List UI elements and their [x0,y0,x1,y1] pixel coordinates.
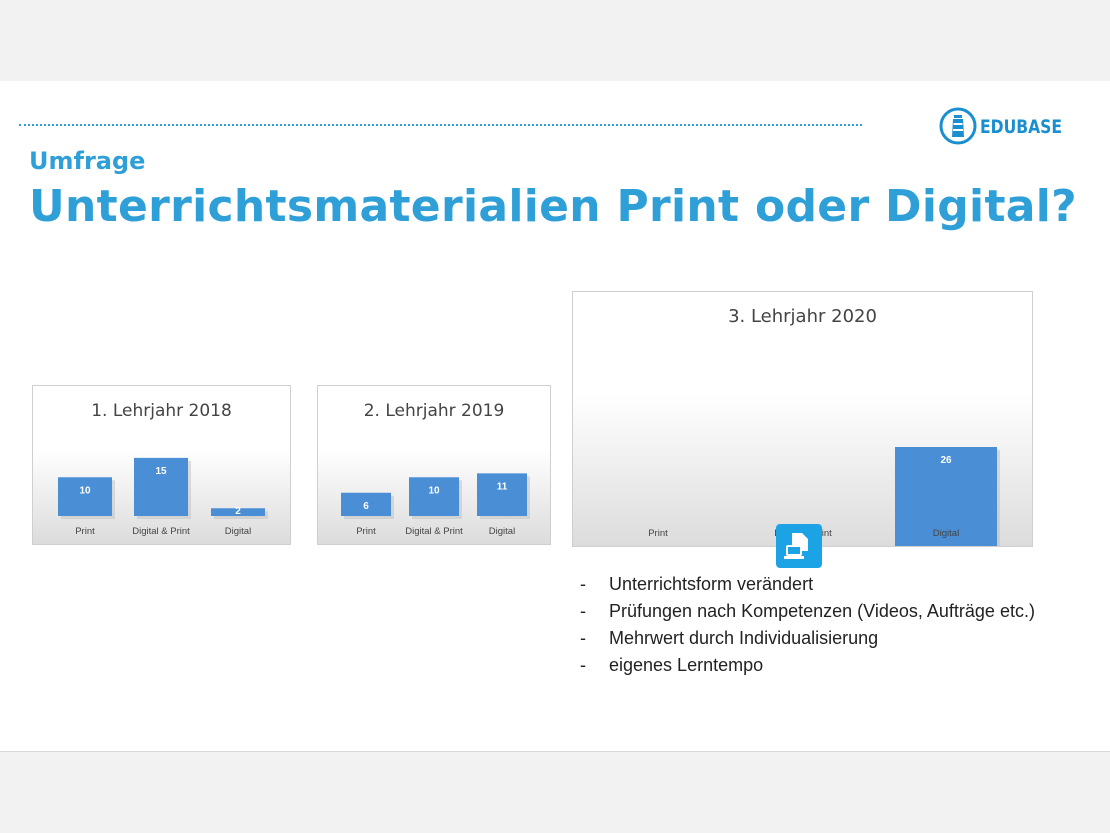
bar [409,477,459,516]
data-label: 26 [940,455,952,466]
chart-2020-svg: 3. Lehrjahr 20200Print1Digital & Print26… [648,306,1000,546]
chart-title: 3. Lehrjahr 2020 [728,306,877,327]
bullet-item: - eigenes Lerntempo [580,655,764,675]
bullet-text: eigenes Lerntempo [609,655,764,675]
bullet-text: Prüfungen nach Kompetenzen (Videos, Auft… [609,601,1035,621]
bullet-item: - Unterrichtsform verändert [580,574,814,594]
slide-subtitle: Umfrage [29,147,146,175]
bullet-item: - Mehrwert durch Individualisierung [580,628,879,648]
slide: EDUBASE Umfrage Unterrichtsmaterialien P… [0,81,1110,752]
bar [134,457,188,516]
bullet-list: - Unterrichtsform verändert - Prüfungen na… [580,571,1035,679]
bullet-text: Unterrichtsform verändert [609,574,814,594]
data-label: 11 [497,481,508,492]
chart-2019-svg: 2. Lehrjahr 2019 6 Print 10 Digital & Print 1… [341,401,530,537]
divider-line [19,124,862,126]
category-label: Digital [225,526,251,537]
bullet-text: Mehrwert durch Individualisierung [609,628,879,648]
category-label: Print [648,528,668,539]
category-label: Digital & Print [132,526,190,537]
chart-title: 2. Lehrjahr 2019 [364,401,505,421]
slide-title: Unterrichtsmaterialien Print oder Digita… [29,181,1077,232]
bar [341,492,391,516]
category-label: Print [75,526,95,537]
lighthouse-icon [939,107,977,145]
data-label: 15 [155,466,167,477]
edubase-logo: EDUBASE [938,106,1062,148]
chart-2018-svg: 1. Lehrjahr 2018 10 Print 15 Digital & Print… [58,401,268,537]
data-label: 10 [79,485,91,496]
logo-text: EDUBASE [980,116,1063,138]
bar [477,473,527,516]
chart-title: 1. Lehrjahr 2018 [91,401,232,421]
bar [211,508,265,516]
category-label: Digital & Print [405,526,463,537]
data-label: 2 [235,506,241,517]
category-label: Digital [933,528,959,539]
bullet-item: - Prüfungen nach Kompetenzen (Videos, Auf… [580,601,1035,621]
bar [58,477,112,516]
document-computer-icon [776,524,822,568]
bar [895,447,997,546]
data-label: 6 [363,501,369,512]
category-label: Print [356,526,376,537]
chart-2019: 2. Lehrjahr 2019 6 Print 10 Digital & Print 1… [317,385,551,545]
data-label: 10 [428,485,440,496]
chart-2020: 3. Lehrjahr 20200Print1Digital & Print26… [572,291,1033,547]
category-label: Digital [489,526,515,537]
chart-2018: 1. Lehrjahr 2018 10 Print 15 Digital & Print… [32,385,291,545]
